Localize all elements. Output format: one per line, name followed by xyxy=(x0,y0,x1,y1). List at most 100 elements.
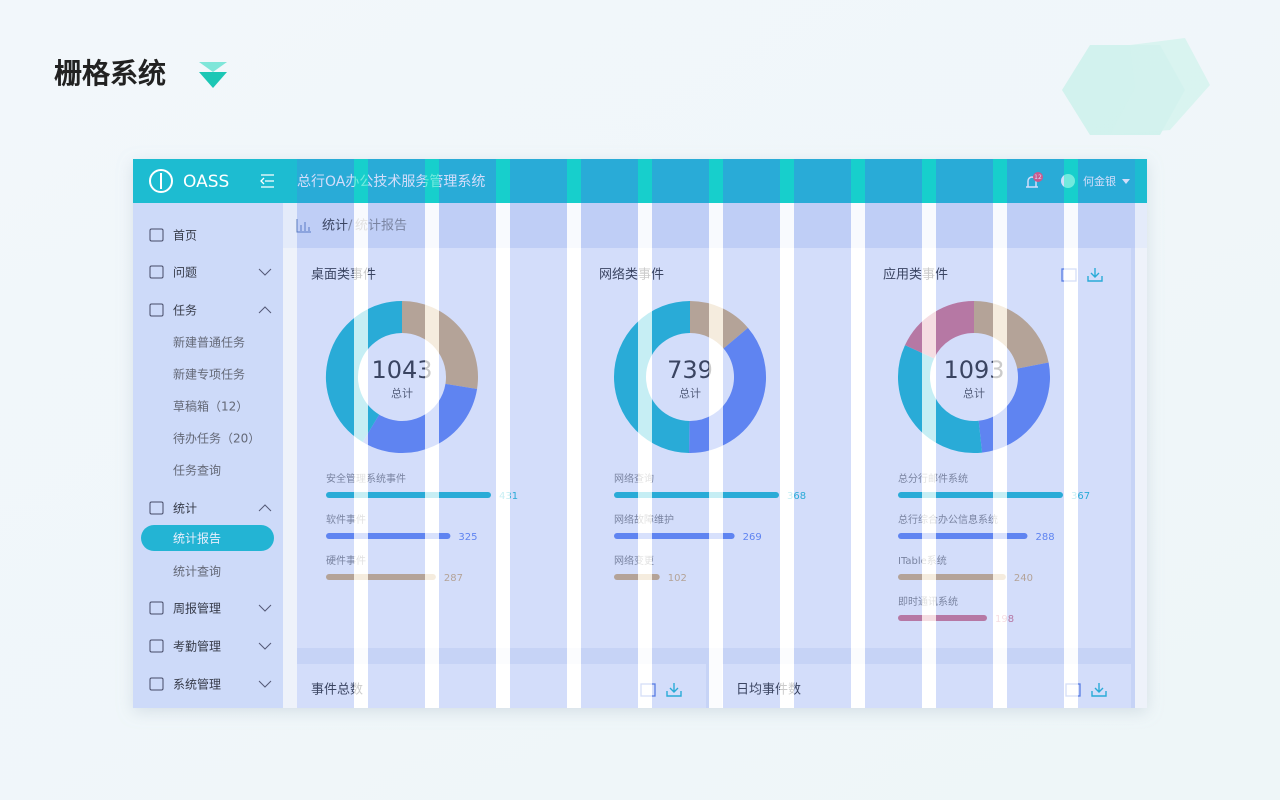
grid-column xyxy=(439,159,496,708)
logo: OASS xyxy=(183,172,229,192)
grid-column xyxy=(510,159,567,708)
menu-icon xyxy=(149,639,164,653)
menu-icon xyxy=(149,228,164,242)
logo-icon xyxy=(149,169,173,193)
breadcrumb-current: 统计报告 xyxy=(355,219,407,234)
grid-gutter xyxy=(1064,203,1078,708)
menu-chevron[interactable] xyxy=(258,604,272,612)
grid-gutter xyxy=(638,159,652,203)
menu-item[interactable]: 统计查询 xyxy=(173,565,221,579)
menu-item[interactable]: 统计 xyxy=(173,502,197,516)
menu-active xyxy=(141,525,274,551)
menu-item[interactable]: 新建普通任务 xyxy=(173,335,245,350)
grid-gutter xyxy=(496,159,510,203)
menu-item[interactable]: 任务 xyxy=(173,303,197,318)
donut-total-label: 总计 xyxy=(963,386,985,400)
grid-gutter xyxy=(993,203,1007,708)
grid-gutter xyxy=(354,203,368,708)
grid-gutter xyxy=(425,159,439,203)
donut-total: 1043 xyxy=(371,356,432,384)
grid-gutter xyxy=(922,159,936,203)
legend-value: 288 xyxy=(1035,532,1054,543)
grid-gutter xyxy=(567,159,581,203)
menu-icon xyxy=(149,501,164,515)
grid-gutter xyxy=(638,203,652,708)
hexagon xyxy=(1110,38,1210,135)
grid-column xyxy=(652,159,709,708)
menu-icon xyxy=(149,601,164,615)
legend-value: 269 xyxy=(743,532,762,543)
donut-segment xyxy=(614,301,691,453)
grid-column xyxy=(581,159,638,708)
legend-bar xyxy=(326,574,436,580)
grid-column xyxy=(723,159,780,708)
menu-item[interactable]: 待办任务（20） xyxy=(173,431,260,446)
download-icon[interactable] xyxy=(666,683,682,697)
donut-segment xyxy=(401,301,478,389)
grid-gutter xyxy=(709,203,723,708)
grid-gutter xyxy=(993,159,1007,203)
legend-bar xyxy=(898,615,988,621)
grid-column xyxy=(297,159,354,708)
menu-item[interactable]: 统计报告 xyxy=(173,531,221,546)
grid-column xyxy=(1078,159,1135,708)
grid-overlay xyxy=(133,159,1135,708)
donut-segment xyxy=(973,301,1049,370)
menu-item[interactable]: 周报管理 xyxy=(173,601,221,616)
grid-gutter xyxy=(780,159,794,203)
legend-bar xyxy=(614,492,779,498)
donut-total-label: 总计 xyxy=(391,386,413,400)
menu-item[interactable]: 问题 xyxy=(173,266,197,280)
legend-value: 102 xyxy=(668,573,687,584)
grid-gutter xyxy=(780,203,794,708)
donut-segment xyxy=(977,362,1050,453)
download-icon[interactable] xyxy=(1091,683,1107,697)
user-dropdown[interactable] xyxy=(1122,179,1130,184)
grid-gutter xyxy=(709,159,723,203)
menu-chevron[interactable] xyxy=(258,268,272,276)
sidebar xyxy=(133,203,283,708)
breadcrumb-parent[interactable]: 统计 xyxy=(322,219,348,234)
donut-total-label: 总计 xyxy=(679,386,701,400)
menu-item[interactable]: 草稿箱（12） xyxy=(173,399,248,414)
menu-icon xyxy=(149,677,164,691)
menu-icon xyxy=(149,265,164,279)
grid-gutter xyxy=(496,203,510,708)
grid-gutter xyxy=(1064,159,1078,203)
legend-bar xyxy=(898,492,1063,498)
menu-chevron[interactable] xyxy=(258,504,272,512)
legend-value: 325 xyxy=(458,532,477,543)
title-icon xyxy=(199,72,227,88)
download-icon[interactable] xyxy=(1087,268,1103,282)
menu-chevron[interactable] xyxy=(258,306,272,314)
menu-item[interactable]: 新建专项任务 xyxy=(173,367,245,382)
legend-value: 240 xyxy=(1014,573,1033,584)
grid-gutter xyxy=(425,203,439,708)
legend-value: 287 xyxy=(444,573,463,584)
title-icon xyxy=(199,62,227,72)
breadcrumb-icon xyxy=(296,219,311,233)
grid-column xyxy=(368,159,425,708)
menu-item[interactable]: 系统管理 xyxy=(173,677,221,692)
legend-value: 367 xyxy=(1071,491,1090,502)
grid-column xyxy=(936,159,993,708)
grid-gutter xyxy=(851,159,865,203)
user-name[interactable]: 何金银 xyxy=(1083,174,1116,188)
grid-gutter xyxy=(851,203,865,708)
menu-chevron[interactable] xyxy=(258,642,272,650)
menu-chevron[interactable] xyxy=(258,680,272,688)
legend-value: 368 xyxy=(787,491,806,502)
menu-icon xyxy=(149,303,164,317)
badge-count: 12 xyxy=(1034,174,1042,181)
menu-toggle[interactable] xyxy=(260,174,274,188)
menu-item[interactable]: 首页 xyxy=(173,229,197,243)
badge xyxy=(1033,172,1043,182)
grid-gutter xyxy=(354,159,368,203)
menu-item[interactable]: 任务查询 xyxy=(173,463,221,478)
menu-item[interactable]: 考勤管理 xyxy=(173,639,221,654)
grid-margin xyxy=(133,203,283,708)
grid-gutter xyxy=(922,203,936,708)
page-title: 栅格系统 xyxy=(54,57,166,90)
